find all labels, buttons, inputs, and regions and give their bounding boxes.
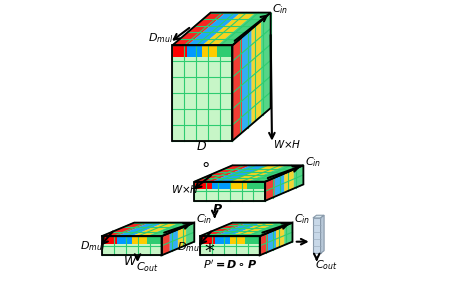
Polygon shape bbox=[232, 37, 242, 141]
Text: $C_{out}$: $C_{out}$ bbox=[136, 260, 159, 274]
Polygon shape bbox=[194, 165, 303, 182]
Text: $W$: $W$ bbox=[123, 255, 137, 268]
Text: $D$: $D$ bbox=[197, 140, 207, 153]
Polygon shape bbox=[276, 226, 284, 248]
Polygon shape bbox=[117, 223, 164, 236]
Polygon shape bbox=[215, 223, 262, 236]
Polygon shape bbox=[170, 229, 178, 252]
Polygon shape bbox=[268, 229, 276, 252]
Text: $C_{in}$: $C_{in}$ bbox=[272, 2, 288, 16]
Polygon shape bbox=[284, 223, 292, 245]
Polygon shape bbox=[147, 223, 194, 236]
Polygon shape bbox=[194, 165, 250, 182]
Text: $\boldsymbol{P}$: $\boldsymbol{P}$ bbox=[212, 203, 223, 216]
Polygon shape bbox=[102, 236, 162, 255]
Polygon shape bbox=[247, 165, 303, 182]
Polygon shape bbox=[313, 218, 321, 253]
Polygon shape bbox=[200, 223, 292, 236]
Polygon shape bbox=[313, 215, 324, 218]
Text: $C_{in}$: $C_{in}$ bbox=[294, 212, 310, 226]
Polygon shape bbox=[102, 236, 117, 244]
Polygon shape bbox=[147, 236, 162, 244]
Polygon shape bbox=[230, 165, 286, 182]
Text: $*$: $*$ bbox=[204, 240, 215, 259]
Polygon shape bbox=[261, 12, 271, 116]
Polygon shape bbox=[321, 215, 324, 253]
Polygon shape bbox=[252, 21, 261, 124]
Text: $\circ$: $\circ$ bbox=[200, 155, 210, 173]
Polygon shape bbox=[102, 223, 194, 236]
Polygon shape bbox=[230, 236, 245, 244]
Polygon shape bbox=[242, 29, 252, 133]
Polygon shape bbox=[215, 236, 230, 244]
Text: $D_{mul}$: $D_{mul}$ bbox=[148, 31, 173, 45]
Polygon shape bbox=[260, 233, 268, 255]
Polygon shape bbox=[230, 182, 247, 189]
Polygon shape bbox=[102, 223, 149, 236]
Text: $W{\times}H$: $W{\times}H$ bbox=[171, 183, 200, 195]
Polygon shape bbox=[173, 45, 188, 57]
Polygon shape bbox=[202, 45, 217, 57]
Polygon shape bbox=[200, 236, 260, 255]
Polygon shape bbox=[230, 223, 277, 236]
Polygon shape bbox=[178, 226, 186, 248]
Polygon shape bbox=[173, 12, 271, 45]
Polygon shape bbox=[194, 182, 265, 201]
Polygon shape bbox=[265, 165, 303, 201]
Text: $C_{in}$: $C_{in}$ bbox=[305, 155, 321, 169]
Polygon shape bbox=[186, 223, 194, 245]
Polygon shape bbox=[117, 236, 132, 244]
Polygon shape bbox=[265, 178, 275, 201]
Text: $C_{out}$: $C_{out}$ bbox=[316, 258, 338, 272]
Polygon shape bbox=[217, 45, 232, 57]
Polygon shape bbox=[217, 12, 271, 45]
Polygon shape bbox=[188, 12, 241, 45]
Polygon shape bbox=[232, 12, 271, 141]
Polygon shape bbox=[200, 223, 247, 236]
Polygon shape bbox=[202, 12, 256, 45]
Polygon shape bbox=[162, 223, 194, 255]
Polygon shape bbox=[245, 223, 292, 236]
Text: $W{\times}H$: $W{\times}H$ bbox=[273, 138, 302, 150]
Polygon shape bbox=[162, 233, 170, 255]
Polygon shape bbox=[173, 45, 232, 141]
Polygon shape bbox=[294, 165, 303, 189]
Polygon shape bbox=[247, 182, 265, 189]
Polygon shape bbox=[260, 223, 292, 255]
Polygon shape bbox=[194, 182, 212, 189]
Polygon shape bbox=[200, 236, 215, 244]
Polygon shape bbox=[284, 170, 294, 193]
Polygon shape bbox=[132, 236, 147, 244]
Polygon shape bbox=[173, 12, 226, 45]
Polygon shape bbox=[188, 45, 202, 57]
Text: $D_{mul}$: $D_{mul}$ bbox=[80, 240, 105, 253]
Polygon shape bbox=[132, 223, 179, 236]
Text: $C_{in}$: $C_{in}$ bbox=[196, 212, 212, 226]
Polygon shape bbox=[245, 236, 260, 244]
Text: $D_{mul}$: $D_{mul}$ bbox=[177, 241, 202, 254]
Polygon shape bbox=[275, 174, 284, 197]
Polygon shape bbox=[212, 165, 268, 182]
Polygon shape bbox=[212, 182, 230, 189]
Text: $\boldsymbol{P' = D \circ P}$: $\boldsymbol{P' = D \circ P}$ bbox=[203, 258, 257, 271]
